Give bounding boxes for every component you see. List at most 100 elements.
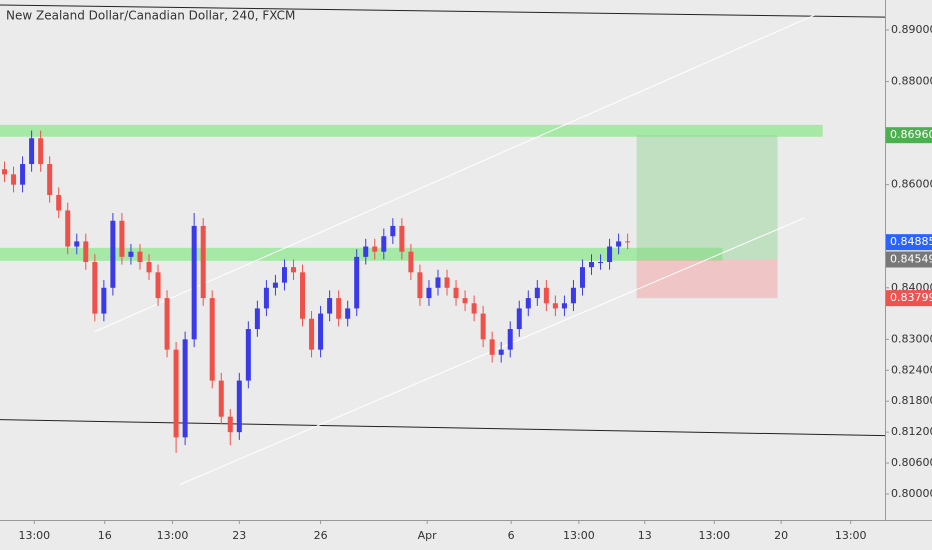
candle-body (200, 225, 206, 299)
candle-body (570, 287, 576, 304)
candle-body (534, 287, 540, 299)
candle-body (435, 277, 441, 288)
candle-body (462, 298, 468, 304)
candle-body (444, 277, 450, 288)
profit-zone (636, 135, 778, 260)
candle-body (74, 241, 80, 247)
candle-body (119, 220, 125, 257)
candle-body (525, 298, 531, 309)
candle-body (56, 194, 62, 211)
x-tick-label: 13:00 (698, 529, 730, 542)
zone (0, 124, 823, 137)
chart-title: New Zealand Dollar/Canadian Dollar, 240,… (6, 9, 295, 23)
x-tick-label: Apr (418, 529, 438, 542)
candle-body (309, 318, 315, 350)
candle-body (408, 251, 414, 273)
candle-body (300, 272, 306, 319)
candle-body (471, 303, 477, 314)
loss-zone (636, 259, 778, 299)
trend-line (0, 4, 886, 18)
candle-body (552, 303, 558, 309)
candle-body (390, 225, 396, 237)
price-label-bg (886, 127, 932, 144)
candle-body (281, 267, 287, 283)
price-label: 0.86960 (890, 128, 932, 141)
price-label: 0.83799 (890, 291, 932, 304)
trend-line (94, 14, 815, 333)
candle-body (399, 225, 405, 252)
candle-body (164, 298, 170, 350)
candle-body (92, 262, 98, 314)
candle-body (236, 380, 242, 433)
candle-body (146, 262, 152, 273)
candle-body (318, 313, 324, 350)
x-tick-label: 23 (232, 529, 246, 542)
zone (0, 247, 723, 261)
candle-body (227, 416, 233, 433)
y-tick-label: 0.80600 (891, 456, 932, 469)
x-tick-label: 13:00 (18, 529, 50, 542)
candle-body (38, 138, 44, 165)
candle-body (426, 287, 432, 299)
candle-body (110, 220, 116, 288)
y-tick-label: 0.88000 (891, 75, 932, 88)
candle-body (65, 210, 71, 247)
price-label-bg (886, 251, 932, 268)
candle-body (598, 262, 604, 264)
candle-body (209, 298, 215, 381)
y-tick-label: 0.89000 (891, 23, 932, 36)
candle-body (2, 169, 8, 175)
y-tick-label: 0.80000 (891, 487, 932, 500)
y-tick-label: 0.81200 (891, 425, 932, 438)
x-tick-label: 20 (774, 529, 788, 542)
price-label: 0.84549 (890, 252, 932, 265)
candle-body (155, 272, 161, 299)
candle-body (47, 164, 53, 195)
candle-body (480, 313, 486, 340)
candle-body (254, 308, 260, 330)
candle-body (354, 256, 360, 309)
x-tick-label: 26 (314, 529, 328, 542)
plot (0, 4, 886, 486)
y-tick-label: 0.83000 (891, 332, 932, 345)
candle-body (345, 308, 351, 319)
candle-body (516, 308, 522, 330)
x-tick-label: 13:00 (835, 529, 867, 542)
y-tick-label: 0.81800 (891, 394, 932, 407)
candle-body (137, 251, 143, 263)
candle-body (417, 272, 423, 299)
candle-body (381, 236, 387, 252)
y-tick-label: 0.82400 (891, 363, 932, 376)
price-label-bg (886, 234, 932, 251)
trend-line (0, 419, 886, 437)
candle-body (336, 298, 342, 319)
candle-body (372, 246, 378, 252)
candle-body (128, 251, 134, 257)
candle-body (561, 303, 567, 309)
candle-body (245, 329, 251, 381)
candle-body (607, 246, 613, 263)
candle-body (191, 225, 197, 340)
candle-body (543, 287, 549, 304)
price-label-bg (886, 290, 932, 307)
candle-body (101, 287, 107, 314)
candle-body (363, 246, 369, 257)
x-tick-label: 13 (638, 529, 652, 542)
candle-body (272, 282, 278, 288)
candle-body (263, 287, 269, 309)
candle-body (498, 349, 504, 355)
candle-body (173, 349, 179, 438)
candle-body (83, 241, 89, 263)
x-tick-label: 13:00 (157, 529, 189, 542)
candle-body (579, 267, 585, 288)
x-tick-label: 13:00 (563, 529, 595, 542)
candle-body (20, 164, 26, 185)
candle-body (11, 174, 17, 185)
candle-body (489, 339, 495, 355)
candle-body (453, 287, 459, 299)
candle-body (507, 329, 513, 350)
candle-body (616, 241, 622, 247)
y-tick-label: 0.86000 (891, 178, 932, 191)
candle-body (29, 138, 35, 165)
